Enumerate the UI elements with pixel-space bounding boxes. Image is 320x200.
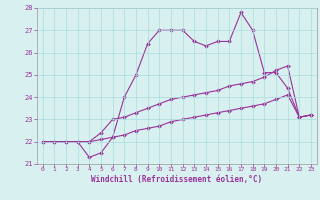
X-axis label: Windchill (Refroidissement éolien,°C): Windchill (Refroidissement éolien,°C) <box>91 175 262 184</box>
